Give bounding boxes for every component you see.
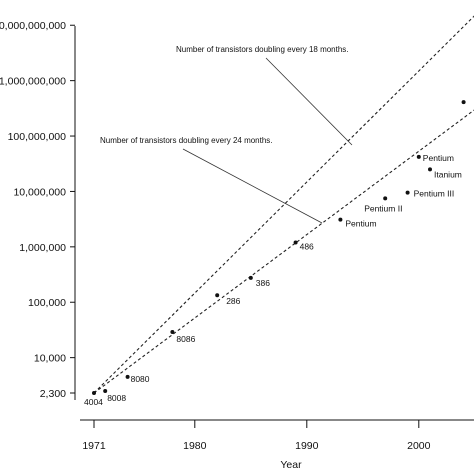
x-tick-label: 1980	[183, 440, 207, 452]
trend-annotation: Number of transistors doubling every 24 …	[100, 136, 273, 145]
x-axis: 1971 1980 1990 2000 Year	[80, 419, 474, 471]
annotation-leader-line	[265, 57, 353, 146]
point-label: Itanium	[434, 169, 462, 179]
point-label: 8080	[131, 374, 150, 384]
point-label: 8086	[176, 334, 195, 344]
point-label: Pentium	[423, 153, 454, 163]
y-tick-label: 10,000,000	[13, 186, 66, 198]
y-tick-label: 10,000	[34, 353, 66, 365]
data-point	[383, 196, 388, 201]
data-point	[125, 374, 130, 379]
y-tick-label: 100,000,000	[8, 131, 67, 143]
y-axis: 2,300 10,000 100,000 1,000,000 10,000,000 100…	[0, 20, 76, 400]
trend-annotation: Number of transistors doubling every 18 …	[176, 45, 349, 54]
point-label: 8008	[107, 393, 126, 403]
data-point	[416, 154, 421, 159]
annotation-leader-line	[182, 148, 323, 224]
data-point	[103, 388, 108, 393]
point-label: Pentium	[345, 219, 376, 229]
point-label: Pentium II	[364, 203, 402, 213]
data-point	[405, 190, 410, 195]
data-point	[92, 391, 96, 395]
y-tick-label: 10,000,000,000	[0, 20, 66, 32]
point-label: Pentium III	[414, 189, 455, 199]
data-point	[293, 240, 298, 245]
trend-line-18-months	[93, 15, 474, 394]
y-tick-label: 1,000,000	[19, 242, 66, 254]
point-label: 286	[226, 296, 240, 306]
data-point	[338, 217, 343, 222]
y-tick-label: 100,000	[28, 297, 66, 309]
point-label: 386	[256, 278, 270, 288]
x-axis-title: Year	[280, 459, 302, 471]
y-tick-label: 2,300	[40, 388, 66, 400]
x-tick-label: 2000	[407, 440, 431, 452]
data-point	[248, 275, 253, 280]
data-point	[461, 100, 466, 105]
y-tick-label: 1,000,000,000	[0, 76, 66, 88]
point-label: 486	[300, 241, 314, 251]
data-point	[428, 167, 432, 172]
x-tick-label: 1971	[82, 440, 106, 452]
trend-line-24-months	[93, 109, 474, 394]
data-point	[215, 293, 220, 298]
point-label: 4004	[84, 397, 103, 407]
data-point	[170, 330, 175, 335]
x-tick-label: 1990	[295, 440, 319, 452]
